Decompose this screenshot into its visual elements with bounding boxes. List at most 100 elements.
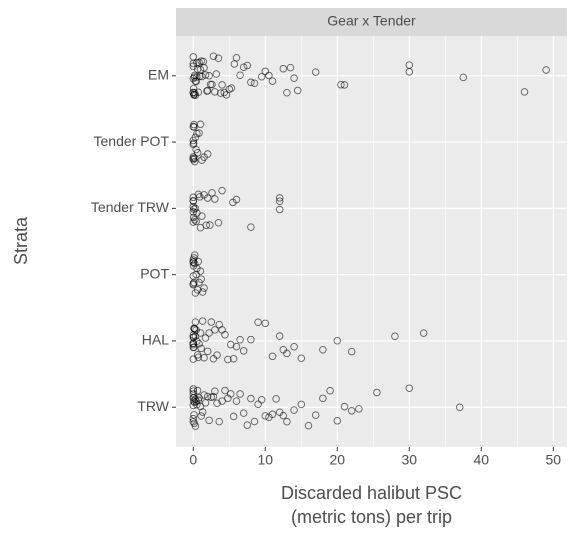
point [190,411,198,419]
point [189,385,198,393]
point [326,386,334,395]
point [189,258,198,266]
point [340,81,349,89]
point [190,325,199,333]
point [232,54,241,62]
point [286,63,295,72]
point [216,89,225,97]
point [275,197,284,205]
point [190,254,198,262]
point [198,212,206,220]
point [283,417,291,426]
point [213,399,221,407]
x-axis-title: Discarded halibut PSC [281,483,462,503]
x-tick-label: 30 [402,452,418,468]
point [198,72,206,81]
point [226,390,235,398]
point [189,53,198,61]
point [201,399,210,407]
point [405,384,414,393]
point [243,421,252,429]
point [268,352,277,361]
point [319,394,327,403]
point [197,344,205,353]
point [261,319,270,328]
point [205,329,213,337]
point [196,193,204,201]
point [218,186,226,195]
point [355,405,363,413]
point [227,84,236,92]
point [197,275,205,283]
point [290,74,298,82]
point [200,353,208,362]
point [196,65,205,74]
point [203,392,212,401]
point [236,336,244,344]
point [268,77,277,85]
point [193,400,201,409]
point [206,221,214,229]
point [542,66,550,74]
point [190,398,199,407]
point [189,355,198,363]
point [333,417,342,425]
point [190,259,199,268]
point [250,417,259,426]
point [209,392,218,401]
point [193,386,202,395]
point [213,351,221,359]
point [193,337,201,346]
point [189,196,198,205]
x-tick-label: 0 [189,452,197,468]
points [189,52,550,430]
point [337,80,345,89]
point [190,343,198,351]
point [208,80,216,89]
y-tick-label: TRW [137,398,169,414]
point [239,63,248,71]
point [214,218,223,227]
point [347,407,356,415]
point [191,422,200,430]
point [190,123,198,131]
point [221,330,229,339]
point [218,81,226,89]
point [191,204,200,213]
point [195,339,203,348]
point [196,267,205,275]
point [189,279,198,288]
point [250,79,259,87]
point [212,70,221,78]
axes: 0 10 20 30 40 50 EM Tender POT Tender TRW POT HAL T… [91,66,561,467]
point [261,412,270,420]
point [311,68,320,76]
point [205,416,213,425]
x-axis-title: (metric tons) per trip [291,507,452,527]
point [247,223,255,231]
x-tick-label: 20 [330,452,346,468]
point [203,86,212,95]
y-tick-label: EM [148,66,169,82]
point [232,342,241,351]
y-tick-label: Tender POT [94,133,170,149]
point [194,257,203,266]
point [275,205,284,214]
point [232,195,241,204]
point [195,58,203,67]
point [340,402,349,411]
point [193,149,202,157]
point [190,157,199,166]
point [239,347,248,355]
point [202,221,210,229]
point [311,411,320,419]
point [198,317,207,325]
point [520,88,529,96]
point [189,414,198,423]
point [211,88,219,96]
point [200,284,208,292]
point [224,355,232,364]
point [209,52,218,60]
point [247,394,255,403]
